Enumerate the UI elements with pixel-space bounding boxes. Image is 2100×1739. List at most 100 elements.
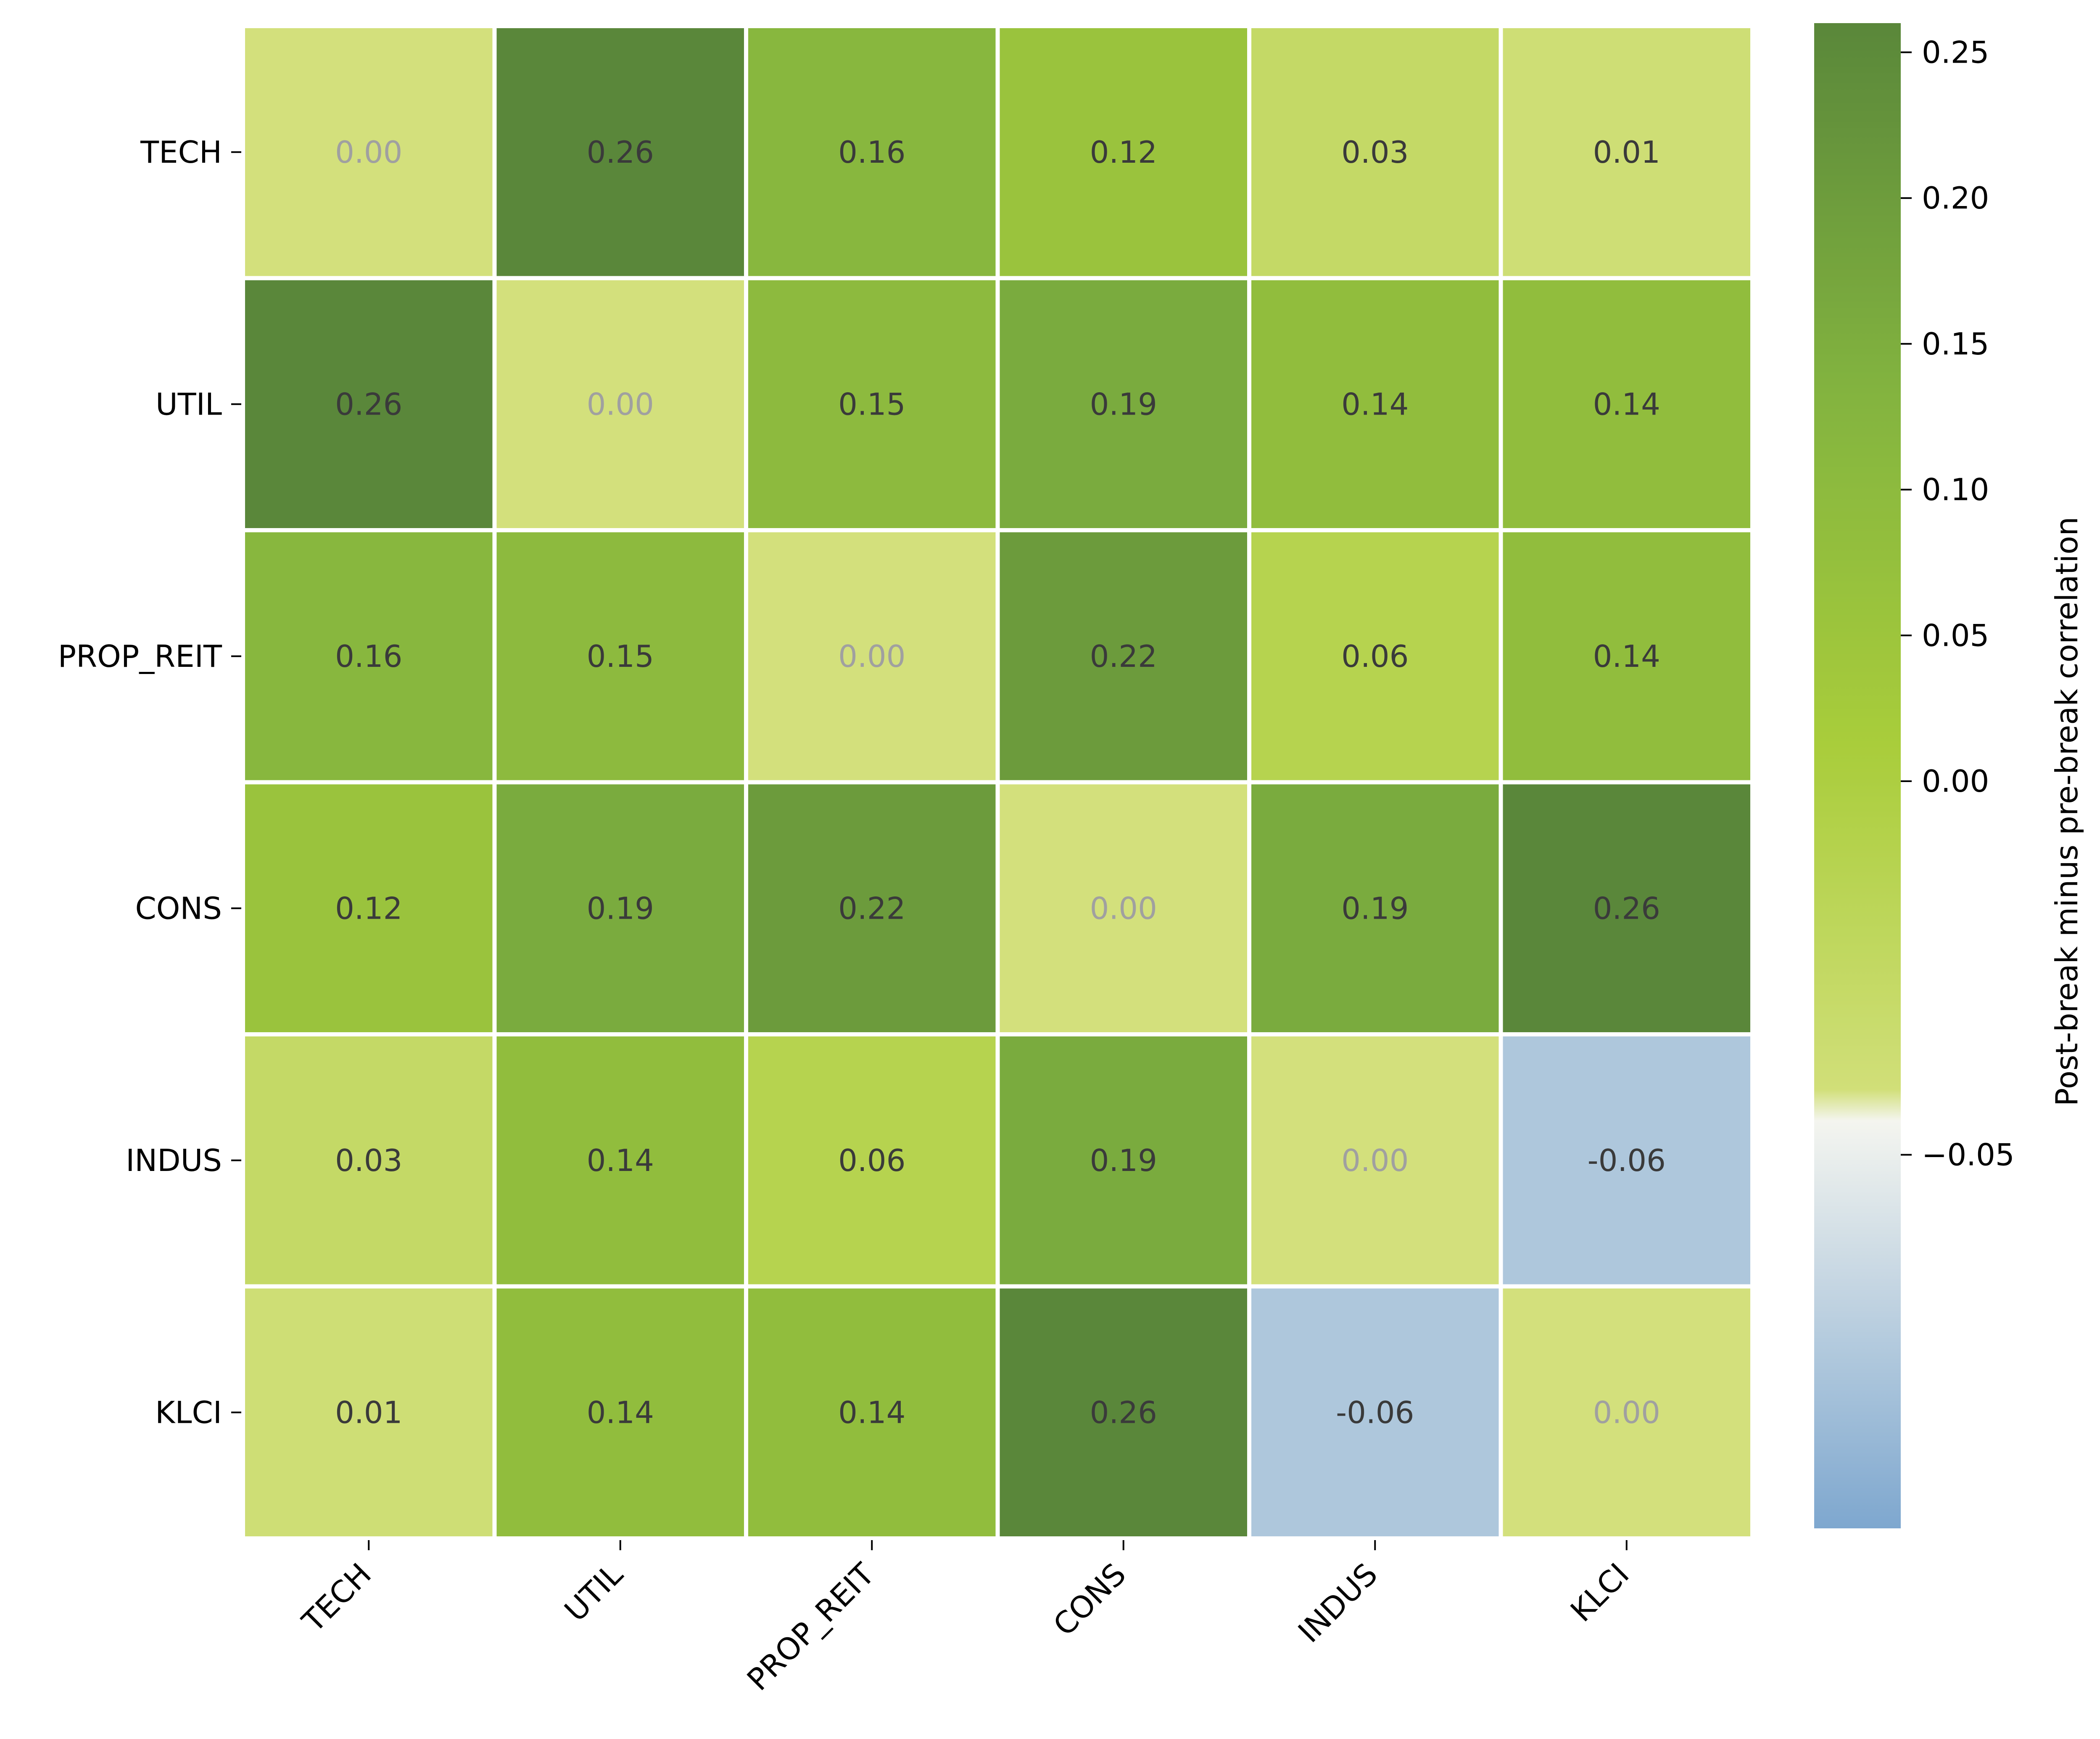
heatmap-cell-util-klci — [1503, 280, 1750, 528]
heatmap-cell-cons-cons — [1000, 784, 1247, 1032]
heatmap-cell-indus-indus — [1251, 1036, 1499, 1284]
x-tick-label: TECH — [295, 1557, 378, 1639]
heatmap-cell-tech-util — [496, 28, 744, 276]
cell-value-label: 0.06 — [1341, 639, 1409, 674]
heatmap-cell-cons-util — [496, 784, 744, 1032]
heatmap-cell-tech-tech — [245, 28, 493, 276]
y-tick-label: TECH — [140, 135, 222, 170]
cell-value-label: 0.00 — [587, 386, 654, 422]
cell-value-label: 0.15 — [838, 386, 905, 422]
y-tick-label: KLCI — [155, 1395, 222, 1430]
cell-value-label: -0.06 — [1336, 1395, 1414, 1430]
heatmap-cell-cons-prop_reit — [748, 784, 996, 1032]
cell-value-label: 0.26 — [335, 386, 402, 422]
heatmap-cell-tech-klci — [1503, 28, 1750, 276]
cell-value-label: 0.12 — [335, 891, 402, 926]
colorbar-ticks: −0.05 0.00 0.05 0.10 0.15 0.20 0.25 — [1901, 34, 2015, 1173]
cell-value-label: 0.01 — [335, 1395, 402, 1430]
colorbar-label: Post-break minus pre-break correlation — [2049, 517, 2084, 1106]
heatmap-cell-prop_reit-prop_reit — [748, 532, 996, 780]
heatmap-cell-klci-cons — [1000, 1288, 1247, 1536]
heatmap-cell-klci-util — [496, 1288, 744, 1536]
cell-value-label: 0.01 — [1593, 135, 1660, 170]
heatmap-cell-util-util — [496, 280, 744, 528]
x-tick-label: CONS — [1046, 1557, 1132, 1643]
cell-value-label: 0.00 — [838, 639, 905, 674]
heatmap-cell-klci-klci — [1503, 1288, 1750, 1536]
heatmap-cell-util-tech — [245, 280, 493, 528]
heatmap-cell-prop_reit-tech — [245, 532, 493, 780]
heatmap-cell-indus-klci — [1503, 1036, 1750, 1284]
heatmap-cell-tech-indus — [1251, 28, 1499, 276]
cell-value-label: 0.16 — [838, 135, 905, 170]
cell-value-label: 0.12 — [1090, 135, 1157, 170]
cell-value-label: 0.14 — [1593, 639, 1660, 674]
heatmap-cells — [245, 28, 1750, 1536]
colorbar-tick-label: 0.10 — [1922, 472, 1989, 507]
cell-value-label: 0.03 — [335, 1143, 402, 1178]
heatmap-cell-prop_reit-util — [496, 532, 744, 780]
cell-value-label: 0.14 — [1593, 386, 1660, 422]
heatmap-cell-prop_reit-cons — [1000, 532, 1247, 780]
heatmap-cell-prop_reit-indus — [1251, 532, 1499, 780]
cell-value-label: 0.16 — [335, 639, 402, 674]
x-tick-label: PROP_REIT — [740, 1556, 881, 1697]
cell-value-label: 0.00 — [1090, 891, 1157, 926]
cell-value-label: 0.14 — [1341, 386, 1409, 422]
heatmap-cell-indus-tech — [245, 1036, 493, 1284]
y-tick-label: INDUS — [126, 1143, 222, 1178]
x-tick-label: KLCI — [1564, 1557, 1636, 1629]
cell-value-label: 0.14 — [587, 1143, 654, 1178]
cell-value-label: 0.00 — [1593, 1395, 1660, 1430]
cell-value-label: 0.06 — [838, 1143, 905, 1178]
colorbar-gradient — [1814, 23, 1901, 1528]
colorbar-tick-label: 0.15 — [1922, 326, 1989, 362]
heatmap-cell-indus-prop_reit — [748, 1036, 996, 1284]
heatmap-cell-tech-cons — [1000, 28, 1247, 276]
cell-value-label: 0.19 — [1341, 891, 1409, 926]
heatmap-cell-labels: 0.00 0.26 0.16 0.12 0.03 0.01 0.26 0.00 0.15 0.19… — [335, 135, 1666, 1430]
y-tick-label: UTIL — [156, 386, 222, 422]
heatmap-cell-tech-prop_reit — [748, 28, 996, 276]
colorbar-tick-label: 0.05 — [1922, 618, 1989, 653]
colorbar: −0.05 0.00 0.05 0.10 0.15 0.20 0.25 Post-break… — [1814, 23, 2084, 1528]
heatmap-cell-cons-tech — [245, 784, 493, 1032]
colorbar-tick-label: 0.00 — [1922, 764, 1989, 799]
heatmap-cell-util-cons — [1000, 280, 1247, 528]
cell-value-label: 0.22 — [838, 891, 905, 926]
y-tick-label: CONS — [135, 891, 222, 926]
cell-value-label: 0.14 — [587, 1395, 654, 1430]
cell-value-label: 0.26 — [1090, 1395, 1157, 1430]
x-tick-label: UTIL — [558, 1557, 630, 1628]
heatmap-cell-indus-util — [496, 1036, 744, 1284]
cell-value-label: 0.00 — [1341, 1143, 1409, 1178]
heatmap-cell-indus-cons — [1000, 1036, 1247, 1284]
heatmap-cell-klci-prop_reit — [748, 1288, 996, 1536]
cell-value-label: 0.15 — [587, 639, 654, 674]
colorbar-tick-label: 0.25 — [1922, 34, 1989, 70]
heatmap-cell-cons-klci — [1503, 784, 1750, 1032]
cell-value-label: 0.22 — [1090, 639, 1157, 674]
cell-value-label: 0.19 — [1090, 1143, 1157, 1178]
heatmap-cell-prop_reit-klci — [1503, 532, 1750, 780]
colorbar-tick-label: −0.05 — [1922, 1137, 2015, 1173]
heatmap-cell-cons-indus — [1251, 784, 1499, 1032]
x-tick-label: INDUS — [1291, 1557, 1384, 1649]
y-tick-label: PROP_REIT — [58, 639, 222, 674]
cell-value-label: 0.19 — [1090, 386, 1157, 422]
x-axis-ticks: TECH UTIL PROP_REIT CONS INDUS KLCI — [295, 1540, 1636, 1697]
heatmap-cell-util-indus — [1251, 280, 1499, 528]
colorbar-tick-label: 0.20 — [1922, 180, 1989, 216]
cell-value-label: -0.06 — [1588, 1143, 1666, 1178]
cell-value-label: 0.00 — [335, 135, 402, 170]
heatmap-cell-util-prop_reit — [748, 280, 996, 528]
cell-value-label: 0.26 — [1593, 891, 1660, 926]
heatmap-cell-klci-tech — [245, 1288, 493, 1536]
cell-value-label: 0.26 — [587, 135, 654, 170]
cell-value-label: 0.14 — [838, 1395, 905, 1430]
cell-value-label: 0.19 — [587, 891, 654, 926]
y-axis-ticks: TECH UTIL PROP_REIT CONS INDUS KLCI — [58, 135, 241, 1430]
cell-value-label: 0.03 — [1341, 135, 1409, 170]
heatmap-cell-klci-indus — [1251, 1288, 1499, 1536]
